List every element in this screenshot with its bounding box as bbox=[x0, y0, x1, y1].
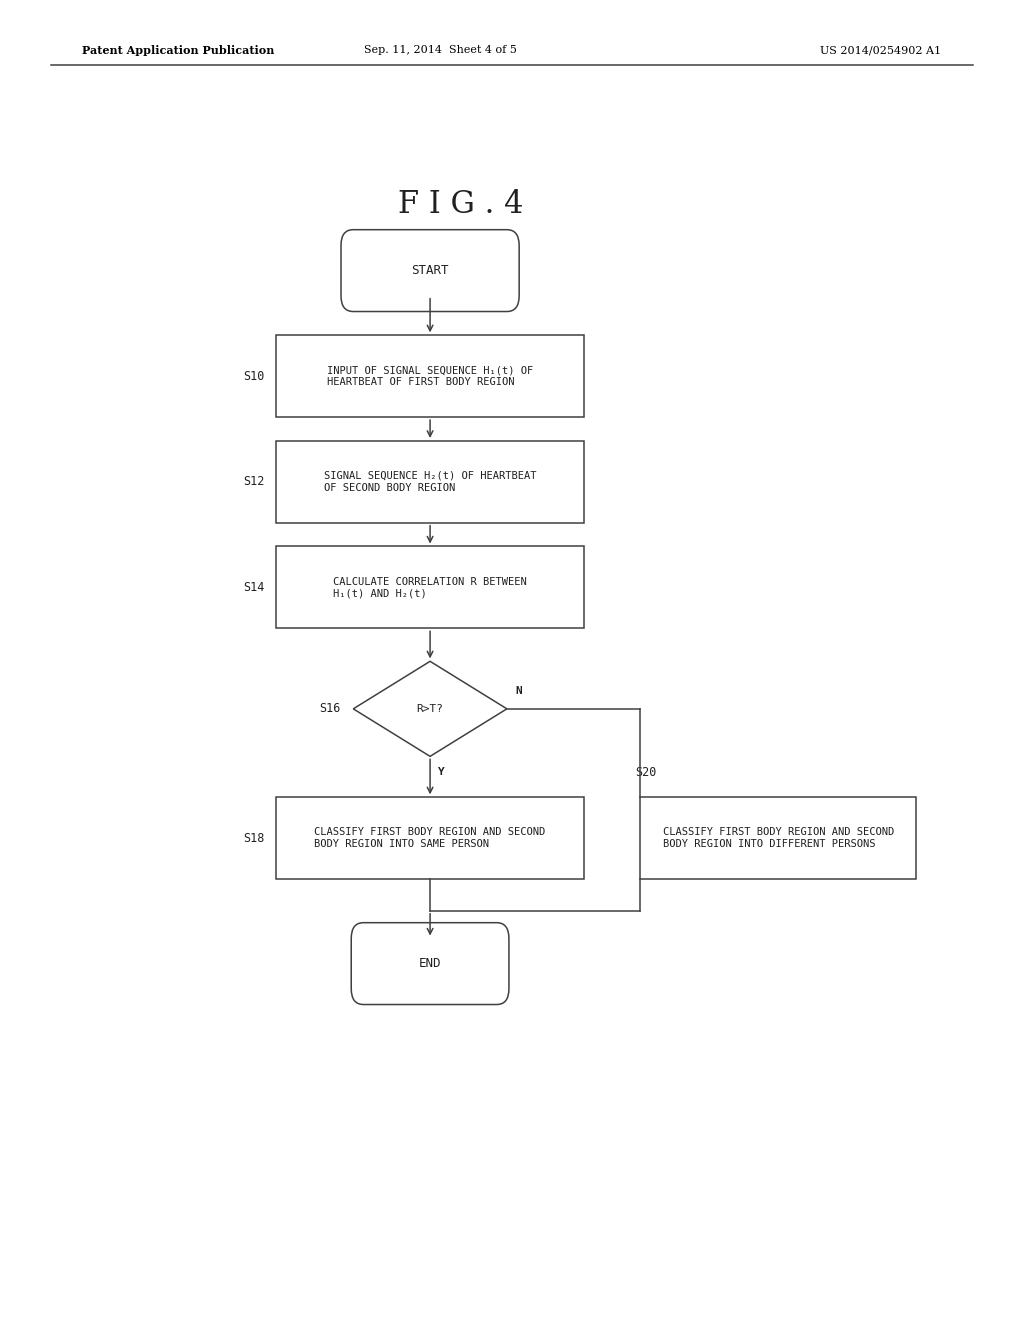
Text: N: N bbox=[515, 685, 522, 696]
Text: R>T?: R>T? bbox=[417, 704, 443, 714]
Text: US 2014/0254902 A1: US 2014/0254902 A1 bbox=[820, 45, 941, 55]
Bar bbox=[276, 335, 584, 417]
Text: S18: S18 bbox=[243, 832, 264, 845]
Text: S14: S14 bbox=[243, 581, 264, 594]
Text: START: START bbox=[412, 264, 449, 277]
FancyBboxPatch shape bbox=[351, 923, 509, 1005]
Text: CLASSIFY FIRST BODY REGION AND SECOND
BODY REGION INTO DIFFERENT PERSONS: CLASSIFY FIRST BODY REGION AND SECOND BO… bbox=[663, 828, 894, 849]
Text: CALCULATE CORRELATION R BETWEEN
H₁(t) AND H₂(t): CALCULATE CORRELATION R BETWEEN H₁(t) AN… bbox=[333, 577, 527, 598]
Polygon shape bbox=[353, 661, 507, 756]
Bar bbox=[276, 441, 584, 523]
Bar bbox=[276, 797, 584, 879]
Text: SIGNAL SEQUENCE H₂(t) OF HEARTBEAT
OF SECOND BODY REGION: SIGNAL SEQUENCE H₂(t) OF HEARTBEAT OF SE… bbox=[324, 471, 537, 492]
FancyBboxPatch shape bbox=[341, 230, 519, 312]
Text: S16: S16 bbox=[319, 702, 341, 715]
Bar bbox=[276, 546, 584, 628]
Text: S12: S12 bbox=[243, 475, 264, 488]
Bar bbox=[640, 797, 916, 879]
Text: INPUT OF SIGNAL SEQUENCE H₁(t) OF
HEARTBEAT OF FIRST BODY REGION: INPUT OF SIGNAL SEQUENCE H₁(t) OF HEARTB… bbox=[327, 366, 534, 387]
Text: S10: S10 bbox=[243, 370, 264, 383]
Text: Patent Application Publication: Patent Application Publication bbox=[82, 45, 274, 55]
Text: Y: Y bbox=[438, 767, 445, 777]
Text: Sep. 11, 2014  Sheet 4 of 5: Sep. 11, 2014 Sheet 4 of 5 bbox=[364, 45, 517, 55]
Text: F I G . 4: F I G . 4 bbox=[398, 189, 523, 220]
Text: CLASSIFY FIRST BODY REGION AND SECOND
BODY REGION INTO SAME PERSON: CLASSIFY FIRST BODY REGION AND SECOND BO… bbox=[314, 828, 546, 849]
Text: S20: S20 bbox=[635, 766, 656, 779]
Text: END: END bbox=[419, 957, 441, 970]
